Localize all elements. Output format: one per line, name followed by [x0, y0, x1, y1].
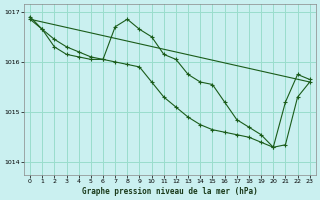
X-axis label: Graphe pression niveau de la mer (hPa): Graphe pression niveau de la mer (hPa) — [82, 187, 258, 196]
